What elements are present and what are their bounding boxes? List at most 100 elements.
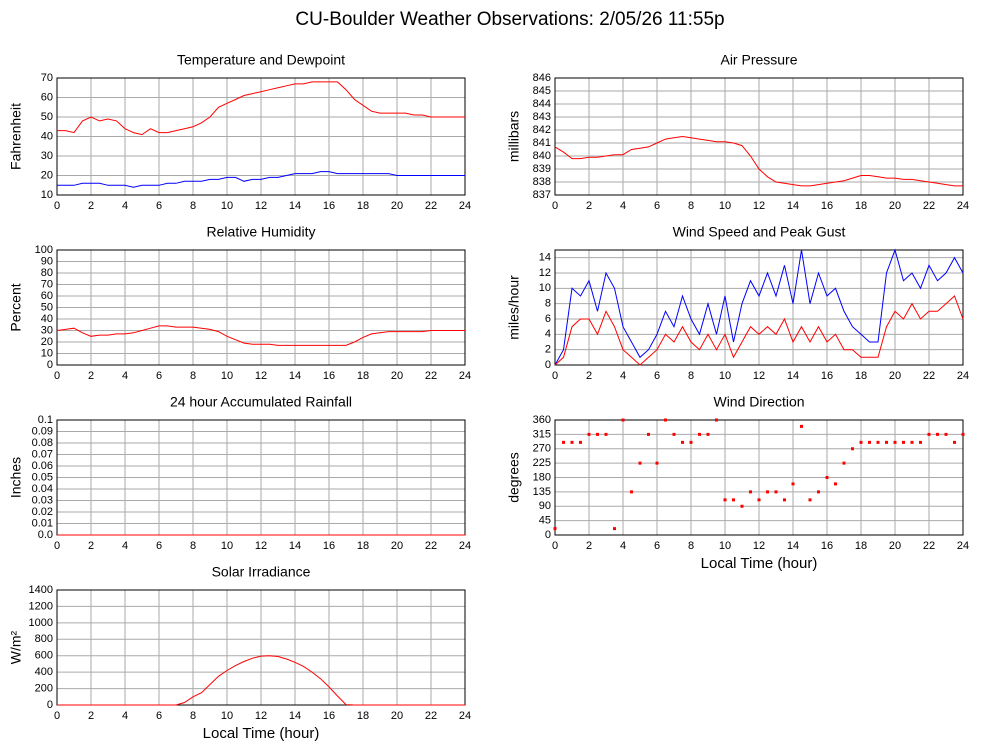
x-tick-label: 16 — [821, 540, 833, 552]
y-tick-label: 838 — [533, 176, 551, 188]
y-tick-label: 20 — [41, 336, 53, 348]
data-point — [791, 482, 795, 486]
x-tick-label: 22 — [425, 540, 437, 552]
x-tick-label: 4 — [620, 370, 626, 382]
x-tick-label: 4 — [122, 540, 128, 552]
y-tick-label: 135 — [533, 486, 551, 498]
x-tick-label: 0 — [54, 710, 60, 722]
y-tick-label: 80 — [41, 267, 53, 279]
data-line — [57, 655, 465, 706]
x-tick-label: 10 — [719, 370, 731, 382]
x-tick-label: 24 — [957, 540, 969, 552]
y-tick-label: 0.02 — [32, 506, 53, 518]
y-tick-label: 40 — [41, 130, 53, 142]
x-tick-label: 24 — [957, 370, 969, 382]
y-tick-label: 0.1 — [38, 414, 53, 426]
data-point — [893, 440, 897, 444]
data-point — [953, 440, 956, 444]
y-tick-label: 315 — [533, 428, 551, 440]
chart-title: Relative Humidity — [207, 224, 316, 240]
y-tick-label: 4 — [545, 328, 551, 340]
x-tick-label: 2 — [88, 710, 94, 722]
y-tick-label: 0.07 — [32, 448, 53, 460]
data-point — [562, 440, 565, 444]
data-point — [757, 498, 761, 502]
x-tick-label: 16 — [323, 710, 335, 722]
x-tick-label: 4 — [122, 370, 128, 382]
data-point — [655, 461, 659, 465]
y-tick-label: 0.06 — [32, 460, 53, 472]
x-tick-label: 22 — [425, 370, 437, 382]
data-point — [681, 440, 684, 444]
x-tick-label: 18 — [357, 710, 369, 722]
plot-border — [554, 419, 964, 536]
y-tick-label: 840 — [533, 150, 551, 162]
x-tick-label: 0 — [552, 540, 558, 552]
y-tick-label: 225 — [533, 457, 551, 469]
x-tick-label: 12 — [255, 540, 267, 552]
y-tick-label: 90 — [41, 255, 53, 267]
page-title: CU-Boulder Weather Observations: 2/05/26… — [295, 9, 724, 30]
chart: 0 2 4 6 8 10 12 14 16 18 20 22 240459013518022527031… — [506, 394, 969, 572]
y-axis-label: degrees — [506, 452, 522, 503]
data-point — [859, 440, 863, 444]
x-tick-label: 14 — [787, 370, 799, 382]
y-tick-label: 0.05 — [32, 471, 53, 483]
y-tick-label: 60 — [41, 290, 53, 302]
x-tick-label: 16 — [323, 540, 335, 552]
y-tick-label: 50 — [41, 301, 53, 313]
chart: 0 2 4 6 8 10 12 14 16 18 20 22 248378388398408418428… — [506, 52, 969, 212]
y-tick-label: 839 — [533, 163, 551, 175]
data-line — [57, 81, 465, 136]
y-tick-label: 14 — [539, 252, 551, 264]
x-tick-label: 18 — [855, 370, 867, 382]
data-point — [800, 424, 803, 428]
y-axis-label: Percent — [8, 283, 24, 331]
x-tick-label: 16 — [323, 370, 335, 382]
y-axis-label: W/m² — [8, 630, 24, 664]
x-tick-label: 10 — [221, 540, 233, 552]
x-tick-label: 12 — [255, 370, 267, 382]
x-tick-label: 18 — [357, 200, 369, 212]
chart-title: Air Pressure — [720, 52, 797, 68]
data-point — [689, 440, 693, 444]
data-point — [825, 476, 829, 479]
x-tick-label: 12 — [255, 200, 267, 212]
x-tick-label: 14 — [289, 370, 301, 382]
x-tick-label: 24 — [459, 200, 471, 212]
data-point — [961, 432, 965, 436]
y-tick-label: 50 — [41, 111, 53, 123]
x-tick-label: 6 — [156, 710, 162, 722]
x-tick-label: 6 — [654, 200, 660, 212]
x-tick-label: 6 — [654, 370, 660, 382]
y-tick-label: 45 — [539, 515, 551, 527]
data-point — [808, 498, 812, 502]
x-tick-label: 2 — [586, 370, 592, 382]
data-line — [554, 295, 964, 366]
y-tick-label: 6 — [545, 313, 551, 325]
x-tick-label: 8 — [190, 370, 196, 382]
chart: 0 2 4 6 8 10 12 14 16 18 20 22 240102030405060708090… — [8, 224, 471, 382]
data-point — [732, 498, 735, 502]
x-tick-label: 18 — [357, 540, 369, 552]
x-tick-label: 22 — [923, 370, 935, 382]
data-point — [579, 440, 582, 444]
y-tick-label: 200 — [35, 682, 53, 694]
x-tick-label: 2 — [586, 200, 592, 212]
x-tick-label: 20 — [391, 370, 403, 382]
data-point — [749, 490, 752, 494]
x-tick-label: 6 — [156, 370, 162, 382]
x-tick-label: 20 — [391, 200, 403, 212]
x-tick-label: 0 — [552, 370, 558, 382]
y-tick-label: 100 — [35, 244, 53, 256]
data-point — [944, 432, 948, 436]
data-point — [885, 440, 888, 444]
y-tick-label: 60 — [41, 91, 53, 103]
y-tick-label: 90 — [539, 500, 551, 512]
y-tick-label: 10 — [41, 189, 53, 201]
x-tick-label: 4 — [122, 710, 128, 722]
x-tick-label: 2 — [88, 370, 94, 382]
y-tick-label: 0.04 — [32, 483, 53, 495]
x-tick-label: 18 — [855, 200, 867, 212]
